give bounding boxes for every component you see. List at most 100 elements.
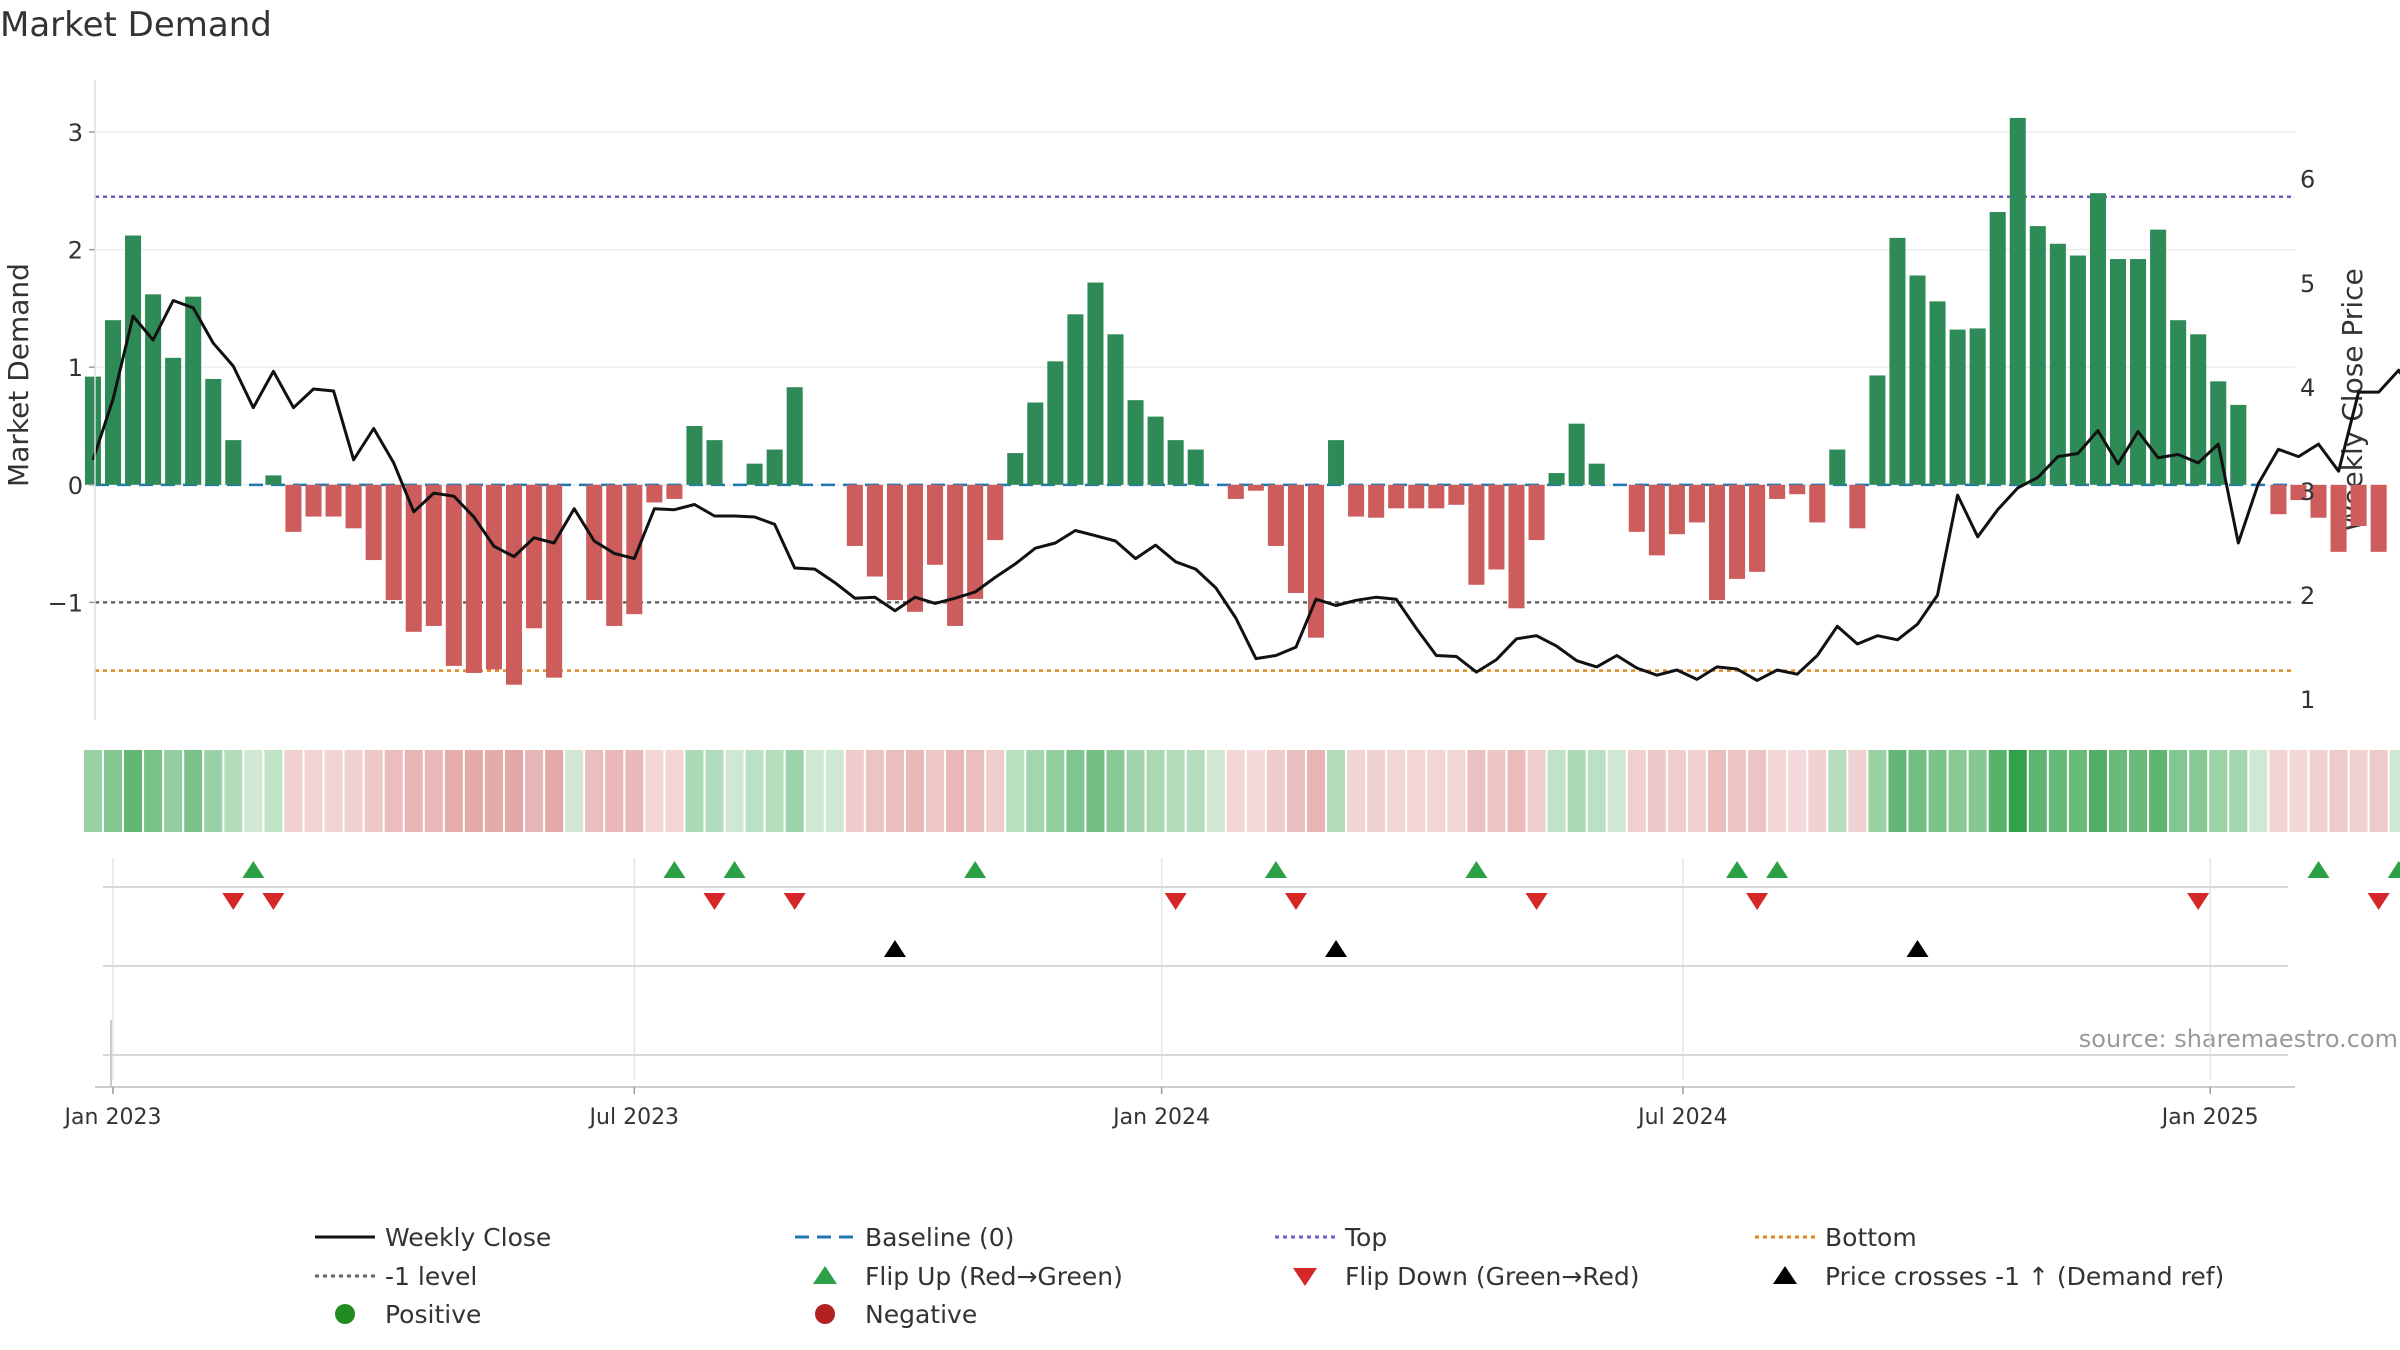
demand-bar-positive [2130,259,2147,485]
y-tick-label: 2 [68,237,83,265]
demand-bar-negative [405,484,422,632]
heat-cell [1487,750,1506,832]
flip-up-marker [1264,861,1287,878]
flip-up-marker [663,861,686,878]
demand-bar-negative [1287,484,1304,593]
heat-cell [2088,750,2107,832]
y-tick-label: 1 [68,354,83,382]
demand-bar-negative [325,484,342,517]
heat-cell [565,750,584,832]
demand-bar-positive [2009,117,2026,485]
y2-tick-label: 2 [2300,582,2315,610]
heat-cell [1427,750,1446,832]
y-axis-label: Market Demand [2,263,35,487]
demand-bar-negative [1488,484,1505,570]
flip-down-marker [703,893,726,910]
y-tick-label: −1 [48,589,83,617]
demand-bar-negative [1628,484,1645,532]
heat-cell [645,750,664,832]
heat-cell [625,750,644,832]
demand-bar-negative [1408,484,1425,509]
demand-bar-negative [967,484,984,599]
heat-cell [103,750,123,832]
heat-cell [525,750,544,832]
legend-swatch [815,1304,835,1324]
heat-cell [1788,750,1807,832]
heat-cell [2149,750,2168,832]
heat-cell [885,750,904,832]
heat-cell [1748,750,1767,832]
demand-bar-positive [1588,463,1605,485]
heat-cell [2349,750,2368,832]
axes: −1 0 1 2 3 1 2 3 4 5 6 [48,80,2315,720]
heat-cell [1667,750,1686,832]
source-note: source: sharemaestro.com [2079,1025,2398,1053]
heat-cell [1447,750,1466,832]
demand-bar-positive [1829,449,1846,485]
demand-bar-positive [1548,473,1565,485]
heat-cell [1126,750,1145,832]
demand-bar-positive [1929,301,1946,485]
flip-down-marker [783,893,806,910]
heat-cell [2068,750,2087,832]
demand-bar-negative [1468,484,1485,585]
demand-bar-negative [906,484,924,612]
heat-cell [1467,750,1486,832]
legend-item-flip-up: Flip Up (Red→Green) [813,1262,1123,1291]
heat-cell [926,750,945,832]
heat-cell [2048,750,2067,832]
heat-cell [2108,750,2128,832]
y-tick-label: 3 [68,119,83,147]
heat-cell [1768,750,1787,832]
heat-cell [825,750,844,832]
demand-bar-negative [1528,484,1545,541]
heat-cell [284,750,303,832]
demand-bar-positive [1067,314,1084,485]
heat-cell [1006,750,1025,832]
heat-cell [805,750,824,832]
demand-bar-negative [947,484,964,626]
demand-bar-positive [1027,402,1044,485]
demand-bar-negative [1227,484,1244,499]
heat-cell [324,750,343,832]
heat-cell [605,750,624,832]
demand-bar-negative [2310,484,2327,518]
chart-title: Market Demand [0,5,272,45]
demand-bar-negative [1648,484,1665,556]
demand-bar-positive [1127,400,1144,485]
legend-swatch [813,1266,837,1284]
heat-cell [2008,750,2027,832]
flip-up-marker [1766,861,1789,878]
demand-bar-positive [766,449,783,485]
heat-cell [1306,750,1326,832]
demand-bar-positive [145,294,162,485]
demand-bar-negative [1368,484,1385,518]
demand-bar-negative [987,484,1004,541]
demand-bar-negative [445,484,462,666]
legend-label: Flip Up (Red→Green) [865,1262,1123,1291]
heat-cell [1948,750,1967,832]
demand-bar-positive [1869,375,1886,485]
heat-cell [1086,750,1105,832]
heat-cell [1066,750,1085,832]
heat-cell [1707,750,1727,832]
heat-cell [2189,750,2208,832]
demand-heat-strip [83,750,2400,832]
heat-cell [986,750,1005,832]
heat-cell [144,750,163,832]
demand-bar-negative [526,484,543,629]
demand-bar-negative [1708,484,1726,601]
heat-cell [504,750,524,832]
heat-cell [785,750,804,832]
heat-cell [1728,750,1747,832]
heat-cell [966,750,985,832]
demand-bar-negative [1348,484,1365,517]
heat-cell [1908,750,1927,832]
demand-bar-positive [1909,275,1926,485]
demand-bar-positive [2029,226,2046,485]
y-tick-label: 0 [68,472,83,500]
demand-bar-negative [1508,484,1525,609]
demand-bar-negative [425,484,442,626]
demand-bar-negative [846,484,863,546]
